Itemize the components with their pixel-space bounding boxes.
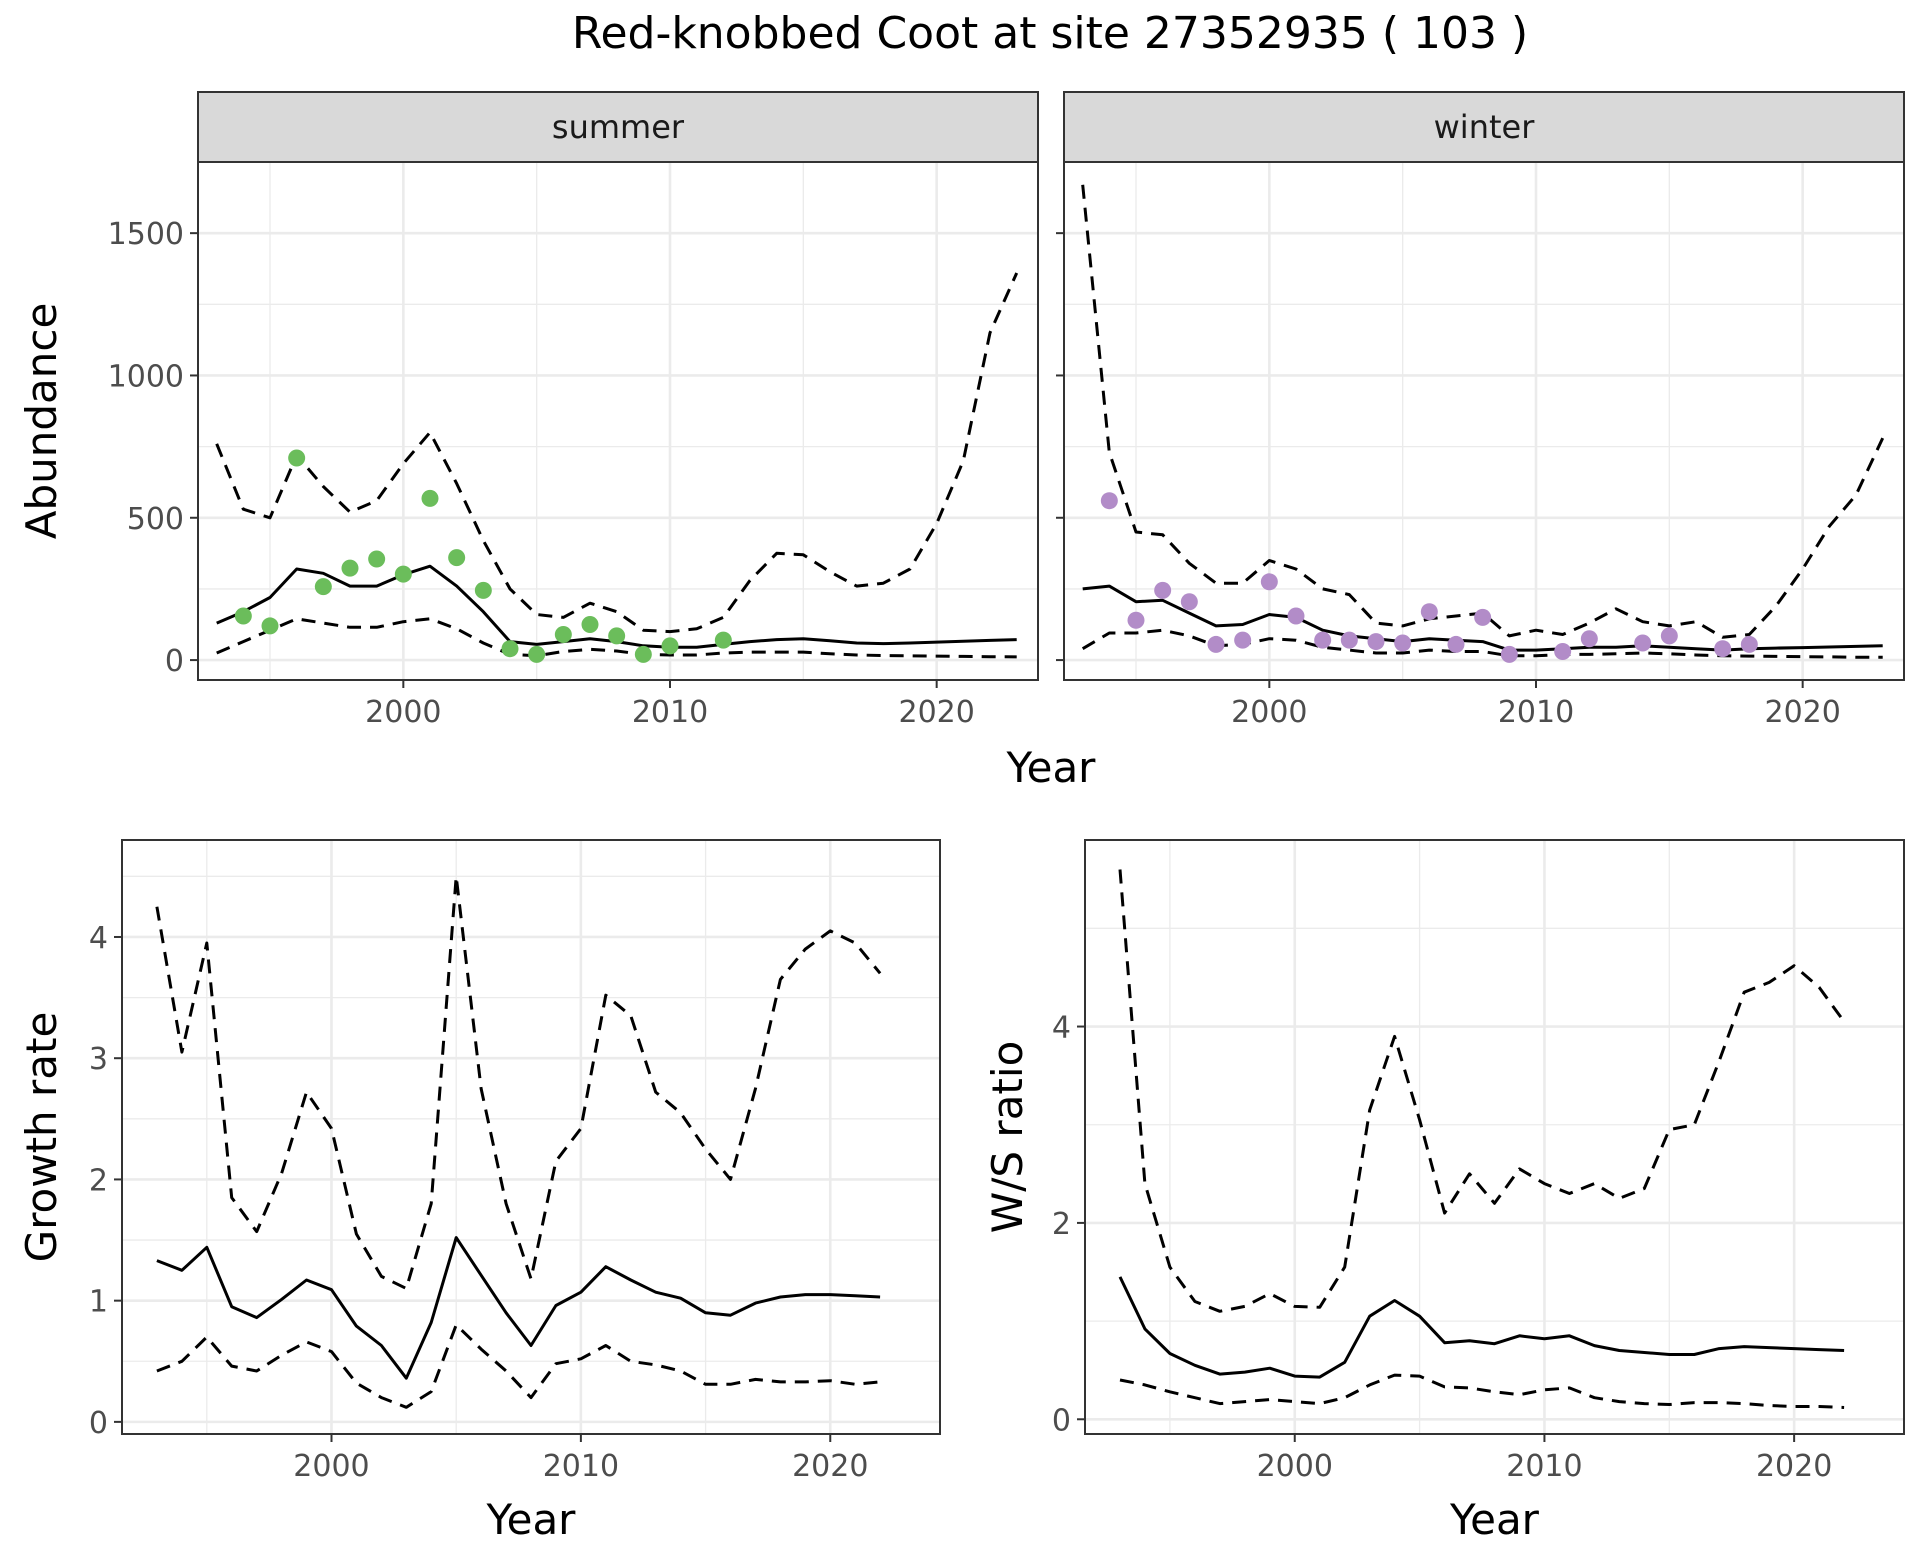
y-tick-label-growth: 0	[89, 1406, 108, 1441]
observed-point-winter	[1394, 634, 1412, 652]
facet-strip-label-winter: winter	[1434, 108, 1536, 146]
x-tick-label-growth: 2010	[543, 1449, 619, 1484]
facet-strip-summer	[197, 91, 1039, 163]
observed-point-winter	[1314, 631, 1332, 649]
observed-point-winter	[1554, 643, 1572, 661]
panel-winter: winter 2000 2010 2020	[1056, 91, 1905, 730]
observed-point-summer	[394, 565, 412, 583]
estimate-line-ws_ratio	[1118, 1276, 1845, 1379]
facet-strip-winter	[1063, 91, 1905, 163]
observed-point-winter	[1447, 635, 1465, 653]
observed-point-summer	[608, 627, 626, 645]
observed-point-winter	[1207, 635, 1225, 653]
x-tick-label-winter: 2000	[1231, 695, 1307, 730]
observed-point-winter	[1127, 611, 1145, 629]
panel-ws_ratio: 2000 2010 2020 0 2 4 Year W/S ratio	[983, 839, 1905, 1544]
observed-point-summer	[341, 559, 359, 577]
x-tick-label-growth: 2020	[792, 1449, 868, 1484]
panel-background-ws_ratio	[1085, 840, 1904, 1434]
observed-point-winter	[1340, 631, 1358, 649]
lower-bound-line-growth	[156, 1323, 881, 1409]
observed-point-summer	[368, 550, 386, 568]
upper-bound-line-summer	[215, 272, 1019, 634]
x-tick-label-winter: 2010	[1498, 695, 1574, 730]
y-tick-label-ws_ratio: 2	[1052, 1207, 1071, 1242]
y-axis-title-facets: Abundance	[17, 303, 66, 540]
x-tick-label-summer: 2010	[632, 695, 708, 730]
upper-bound-line-ws_ratio	[1118, 869, 1846, 1313]
observed-point-summer	[448, 549, 466, 567]
observed-point-winter	[1420, 603, 1438, 621]
lower-bound-line-ws_ratio	[1119, 1373, 1845, 1409]
x-tick-label-summer: 2020	[898, 695, 974, 730]
panel-summer: summer 2000 2010 2020 0 500 1000 1500	[108, 91, 1039, 730]
observed-point-summer	[661, 637, 679, 655]
x-tick-label-summer: 2000	[365, 695, 441, 730]
panel-border-growth	[121, 839, 941, 1435]
x-tick-label-ws_ratio: 2010	[1506, 1449, 1582, 1484]
y-tick-label-summer: 500	[127, 502, 184, 537]
panel-background-growth	[122, 840, 940, 1434]
observed-point-summer	[314, 578, 332, 596]
observed-point-summer	[554, 625, 572, 643]
observed-point-winter	[1740, 635, 1758, 653]
observed-point-winter	[1180, 593, 1198, 611]
x-tick-label-winter: 2020	[1764, 695, 1840, 730]
x-axis-title-growth: Year	[486, 1495, 577, 1544]
y-tick-label-growth: 2	[89, 1163, 108, 1198]
observed-point-winter	[1154, 581, 1172, 599]
y-tick-label-growth: 4	[89, 921, 108, 956]
observed-point-winter	[1660, 627, 1678, 645]
observed-point-summer	[261, 617, 279, 635]
observed-point-winter	[1714, 640, 1732, 658]
panel-background-winter	[1064, 162, 1904, 680]
observed-point-summer	[234, 607, 252, 625]
observed-point-winter	[1500, 645, 1518, 663]
observed-point-summer	[528, 645, 546, 663]
estimate-line-growth	[156, 1236, 881, 1380]
y-tick-label-summer: 1500	[108, 217, 184, 252]
y-axis-title-growth: Growth rate	[17, 1012, 66, 1263]
x-tick-label-ws_ratio: 2020	[1756, 1449, 1832, 1484]
x-axis-title-ws_ratio: Year	[1449, 1495, 1540, 1544]
y-tick-label-ws_ratio: 0	[1052, 1403, 1071, 1438]
observed-point-summer	[634, 645, 652, 663]
panel-background-summer	[198, 162, 1038, 680]
panel-border-ws_ratio	[1084, 839, 1905, 1435]
y-tick-label-growth: 3	[89, 1042, 108, 1077]
y-axis-title-ws_ratio: W/S ratio	[983, 1041, 1032, 1234]
panel-growth: 2000 2010 2020 0 1 2 3 4 Year Growth rate	[17, 839, 941, 1544]
observed-point-summer	[421, 489, 439, 507]
observed-point-winter	[1260, 573, 1278, 591]
x-axis-title-facets: Year	[1006, 743, 1097, 792]
x-tick-label-growth: 2000	[293, 1449, 369, 1484]
observed-point-winter	[1580, 630, 1598, 648]
lower-bound-line-summer	[216, 617, 1017, 659]
observed-point-summer	[714, 631, 732, 649]
y-tick-label-ws_ratio: 4	[1052, 1011, 1071, 1046]
observed-point-winter	[1367, 633, 1385, 651]
x-tick-label-ws_ratio: 2000	[1257, 1449, 1333, 1484]
observed-point-winter	[1287, 607, 1305, 625]
observed-point-winter	[1234, 631, 1252, 649]
upper-bound-line-growth	[155, 874, 882, 1290]
y-tick-label-growth: 1	[89, 1285, 108, 1320]
figure-title: Red-knobbed Coot at site 27352935 ( 103 …	[572, 8, 1528, 59]
observed-point-summer	[288, 449, 306, 467]
observed-point-winter	[1474, 608, 1492, 626]
facet-strip-label-summer: summer	[552, 108, 685, 146]
y-tick-label-summer: 0	[165, 644, 184, 679]
y-tick-label-summer: 1000	[108, 359, 184, 394]
observed-point-winter	[1634, 634, 1652, 652]
observed-point-summer	[581, 616, 599, 633]
observed-point-winter	[1100, 492, 1118, 510]
observed-point-summer	[501, 640, 519, 658]
observed-point-summer	[474, 581, 492, 599]
